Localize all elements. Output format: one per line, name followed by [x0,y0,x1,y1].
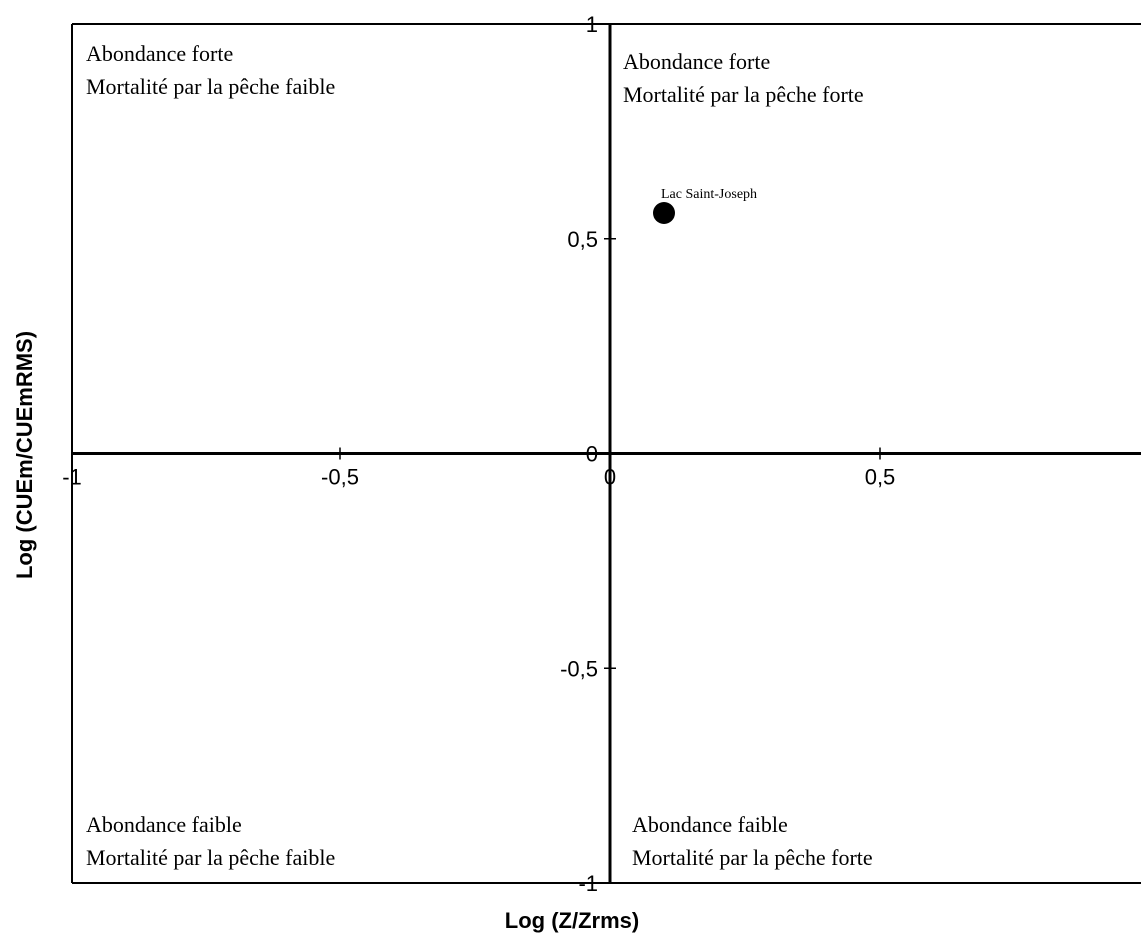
y-tick-label: 0 [586,442,598,467]
y-tick-label: 0,5 [567,227,598,252]
data-points: Lac Saint-Joseph [653,187,757,224]
x-tick-label: 0 [604,465,616,490]
tick-marks [71,23,881,884]
quadrant-top-left-line1: Abondance forte [86,41,233,66]
x-tick-label: 0,5 [865,465,896,490]
x-tick-label: -0,5 [321,465,359,490]
data-point [653,201,675,224]
quadrant-bottom-right-line2: Mortalité par la pêche forte [632,845,873,870]
quadrant-bottom-left-line1: Abondance faible [86,812,242,837]
quadrant-bottom-left-line2: Mortalité par la pêche faible [86,845,335,870]
y-tick-label: -0,5 [560,656,598,681]
x-tick-label: -1 [62,465,82,490]
y-tick-label: -1 [578,871,598,896]
y-axis-label: Log (CUEm/CUEmRMS) [12,331,37,579]
quadrant-top-right-line1: Abondance forte [623,49,770,74]
quadrant-top-left-line2: Mortalité par la pêche faible [86,74,335,99]
y-tick-label: 1 [586,12,598,37]
data-point-label: Lac Saint-Joseph [661,187,757,202]
quadrant-bottom-right-line1: Abondance faible [632,812,788,837]
quadrant-top-right-line2: Mortalité par la pêche forte [623,82,864,107]
x-axis-label: Log (Z/Zrms) [505,908,639,933]
